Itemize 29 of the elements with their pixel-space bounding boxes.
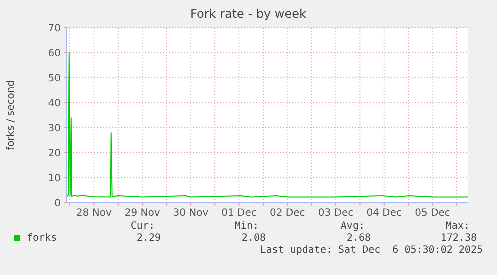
y-axis-title: forks / second — [6, 80, 17, 151]
y-tick-label: 50 — [48, 74, 61, 84]
x-tick-label: 28 Nov — [76, 208, 112, 219]
x-tick-label: 01 Dec — [222, 208, 257, 219]
y-tick-label: 60 — [48, 48, 61, 60]
text: Max: — [446, 221, 470, 232]
chart-title: Fork rate - by week — [190, 7, 306, 21]
text: 2.08 — [242, 233, 266, 244]
text: 172.38 — [440, 233, 477, 244]
y-tick-label: 70 — [48, 24, 61, 34]
text: Min: — [234, 221, 259, 232]
x-tick-label: 04 Dec — [366, 208, 402, 219]
x-tick-label: 30 Nov — [173, 208, 209, 219]
y-tick-label: 40 — [48, 98, 61, 110]
text: Last update: Sat Dec 6 05:30:02 2025 — [260, 245, 483, 256]
legend-label: forks — [27, 233, 58, 244]
x-tick-label: 29 Nov — [124, 208, 160, 219]
y-tick-label: 30 — [48, 124, 61, 134]
text: 2.68 — [346, 233, 371, 244]
text: Avg: — [340, 221, 365, 232]
line-series — [66, 52, 468, 198]
x-tick-label: 05 Dec — [415, 208, 450, 219]
y-tick-label: 0 — [54, 198, 61, 210]
text: 2.29 — [136, 233, 161, 244]
y-tick-label: 10 — [48, 174, 61, 184]
y-tick-label: 20 — [48, 148, 61, 160]
text: Cur: — [130, 221, 155, 232]
x-tick-label: 02 Dec — [270, 208, 306, 219]
x-tick-label: 03 Dec — [318, 208, 354, 219]
